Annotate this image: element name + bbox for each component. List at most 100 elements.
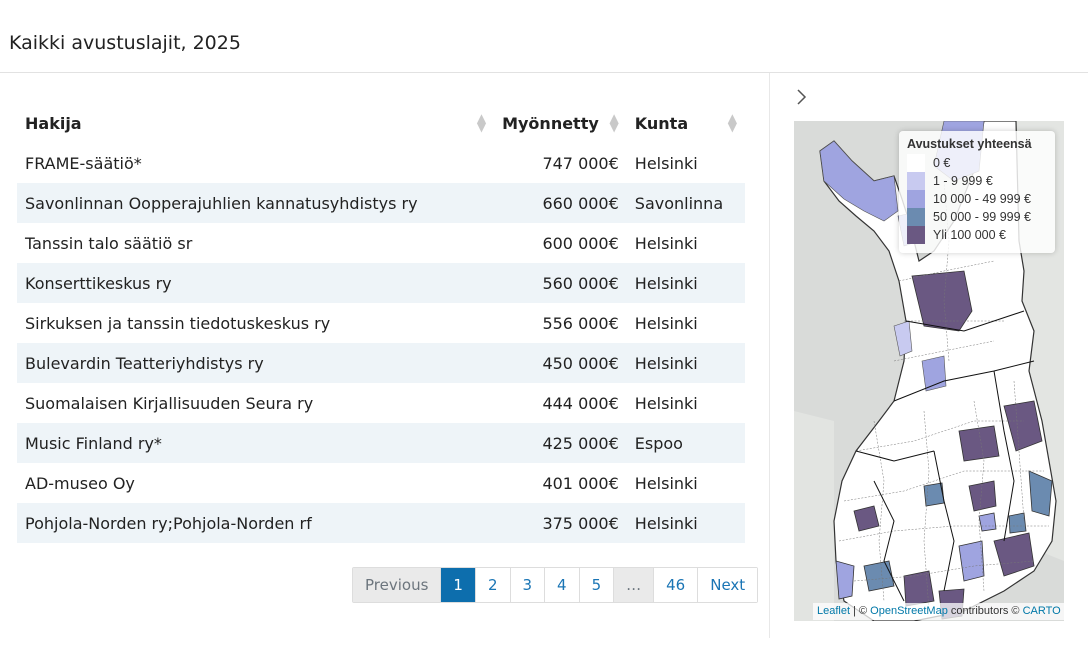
carto-link[interactable]: CARTO: [1022, 605, 1061, 617]
map-land-background: [794, 411, 834, 621]
legend-swatch: [907, 226, 925, 244]
table-row: Tanssin talo säätiö sr 600 000€ Helsinki: [17, 223, 745, 263]
cell-myonnetty: 660 000€: [494, 183, 627, 223]
cell-myonnetty: 375 000€: [494, 503, 627, 543]
cell-hakija: Suomalaisen Kirjallisuuden Seura ry: [25, 393, 314, 413]
legend-label: Yli 100 000 €: [933, 228, 1006, 242]
table-row: Savonlinnan Oopperajuhlien kannatusyhdis…: [17, 183, 745, 223]
leaflet-link[interactable]: Leaflet: [817, 605, 851, 617]
column-header-kunta[interactable]: Kunta ▲ ▼: [627, 103, 745, 143]
legend-title: Avustukset yhteensä: [907, 137, 1032, 151]
cell-myonnetty: 560 000€: [494, 263, 627, 303]
sort-icon: ▲ ▼: [727, 111, 737, 134]
municipality-borders: [838, 180, 1049, 612]
sort-icon: ▲ ▼: [609, 111, 619, 134]
page-button-1[interactable]: 1: [440, 568, 475, 602]
cell-kunta: Helsinki: [626, 503, 745, 543]
table-row: Pohjola-Norden ry;Pohjola-Norden rf 375 …: [17, 503, 745, 543]
region-highlight: [958, 425, 1000, 462]
legend-label: 50 000 - 99 999 €: [933, 210, 1031, 224]
cell-myonnetty: 556 000€: [542, 313, 619, 333]
cell-kunta: Savonlinna: [626, 183, 745, 223]
region-highlight: [921, 355, 947, 392]
cell-myonnetty: 444 000€: [542, 393, 619, 413]
grants-table-container: Hakija ▲ ▼ Myönnetty ▲ ▼ Kunta ▲ ▼ FRAME-sä…: [17, 103, 745, 543]
cell-myonnetty: 425 000€: [494, 423, 627, 463]
column-header-label: Myönnetty: [502, 113, 599, 133]
chevron-right-icon[interactable]: [795, 88, 809, 106]
cell-kunta: Helsinki: [626, 263, 745, 303]
table-row: Bulevardin Teatteriyhdistys ry 450 000€ …: [17, 343, 745, 383]
region-highlight: [893, 320, 913, 357]
cell-myonnetty: 450 000€: [494, 343, 627, 383]
cell-hakija: Music Finland ry*: [17, 423, 495, 463]
cell-kunta: Helsinki: [634, 313, 698, 333]
table-row: AD-museo Oy 401 000€ Helsinki: [17, 463, 745, 503]
region-highlight: [903, 570, 935, 607]
page-button-5[interactable]: 5: [578, 568, 614, 602]
column-header-label: Hakija: [25, 113, 82, 133]
table-row: FRAME-säätiö* 747 000€ Helsinki: [17, 143, 745, 183]
cell-hakija: Bulevardin Teatteriyhdistys ry: [17, 343, 495, 383]
cell-myonnetty: 747 000€: [542, 153, 619, 173]
column-header-myonnetty[interactable]: Myönnetty ▲ ▼: [494, 103, 627, 143]
panel-divider: [769, 73, 770, 638]
region-highlight: [993, 532, 1035, 577]
grants-table: Hakija ▲ ▼ Myönnetty ▲ ▼ Kunta ▲ ▼ FRAME-sä…: [17, 103, 745, 543]
cell-hakija: Savonlinnan Oopperajuhlien kannatusyhdis…: [17, 183, 495, 223]
region-highlight: [853, 505, 880, 532]
cell-myonnetty: 401 000€: [542, 473, 619, 493]
legend-swatch: [907, 172, 925, 190]
cell-kunta: Helsinki: [634, 393, 698, 413]
attribution-contributors: contributors ©: [947, 605, 1023, 617]
sort-icon: ▲ ▼: [476, 111, 487, 134]
page-button-4[interactable]: 4: [544, 568, 579, 602]
table-row: Sirkuksen ja tanssin tiedotuskeskus ry 5…: [17, 303, 745, 343]
table-row: Music Finland ry* 425 000€ Espoo: [17, 423, 745, 463]
legend-label: 1 - 9 999 €: [933, 174, 993, 188]
legend-swatch: [907, 190, 925, 208]
pagination-ellipsis: …: [613, 568, 654, 602]
region-borders: [855, 310, 1035, 602]
column-header-label: Kunta: [634, 113, 689, 133]
page-button-46[interactable]: 46: [653, 568, 698, 602]
legend-item: 10 000 - 49 999 €: [907, 190, 1047, 208]
page-title: Kaikki avustuslajit, 2025: [9, 32, 241, 54]
map-legend: Avustukset yhteensä 0 € 1 - 9 999 € 10 0…: [899, 131, 1055, 253]
legend-item: Yli 100 000 €: [907, 226, 1047, 244]
region-highlight: [958, 540, 985, 582]
region-highlight: [1003, 400, 1043, 452]
table-header-row: Hakija ▲ ▼ Myönnetty ▲ ▼ Kunta ▲ ▼: [17, 103, 745, 143]
legend-label: 0 €: [933, 156, 951, 170]
column-header-hakija[interactable]: Hakija ▲ ▼: [17, 103, 494, 143]
region-highlight: [968, 480, 997, 512]
legend-swatch: [907, 208, 925, 226]
cell-myonnetty: 600 000€: [542, 233, 619, 253]
cell-hakija: Konserttikeskus ry: [17, 263, 495, 303]
next-page-button[interactable]: Next: [697, 568, 758, 602]
cell-hakija: Pohjola-Norden ry;Pohjola-Norden rf: [17, 503, 495, 543]
cell-hakija: FRAME-säätiö*: [25, 153, 142, 173]
cell-kunta: Helsinki: [634, 473, 698, 493]
cell-hakija: AD-museo Oy: [25, 473, 135, 493]
cell-hakija: Tanssin talo säätiö sr: [25, 233, 193, 253]
legend-swatch: [907, 154, 925, 172]
legend-item: 1 - 9 999 €: [907, 172, 1047, 190]
attribution-separator: | ©: [850, 605, 871, 617]
region-highlight: [863, 560, 895, 592]
pagination: Previous 1 2 3 4 5 … 46 Next: [352, 567, 759, 603]
page-header: Kaikki avustuslajit, 2025: [0, 0, 1088, 73]
openstreetmap-link[interactable]: OpenStreetMap: [870, 605, 948, 617]
cell-kunta: Espoo: [626, 423, 745, 463]
page-button-2[interactable]: 2: [474, 568, 510, 602]
cell-kunta: Helsinki: [626, 343, 745, 383]
legend-item: 50 000 - 99 999 €: [907, 208, 1047, 226]
region-highlight: [819, 140, 899, 222]
cell-kunta: Helsinki: [634, 153, 698, 173]
page-button-3[interactable]: 3: [509, 568, 545, 602]
table-row: Konserttikeskus ry 560 000€ Helsinki: [17, 263, 745, 303]
legend-label: 10 000 - 49 999 €: [933, 192, 1031, 206]
region-highlight: [978, 512, 997, 532]
previous-page-button[interactable]: Previous: [353, 568, 441, 602]
region-highlight: [1008, 512, 1027, 534]
